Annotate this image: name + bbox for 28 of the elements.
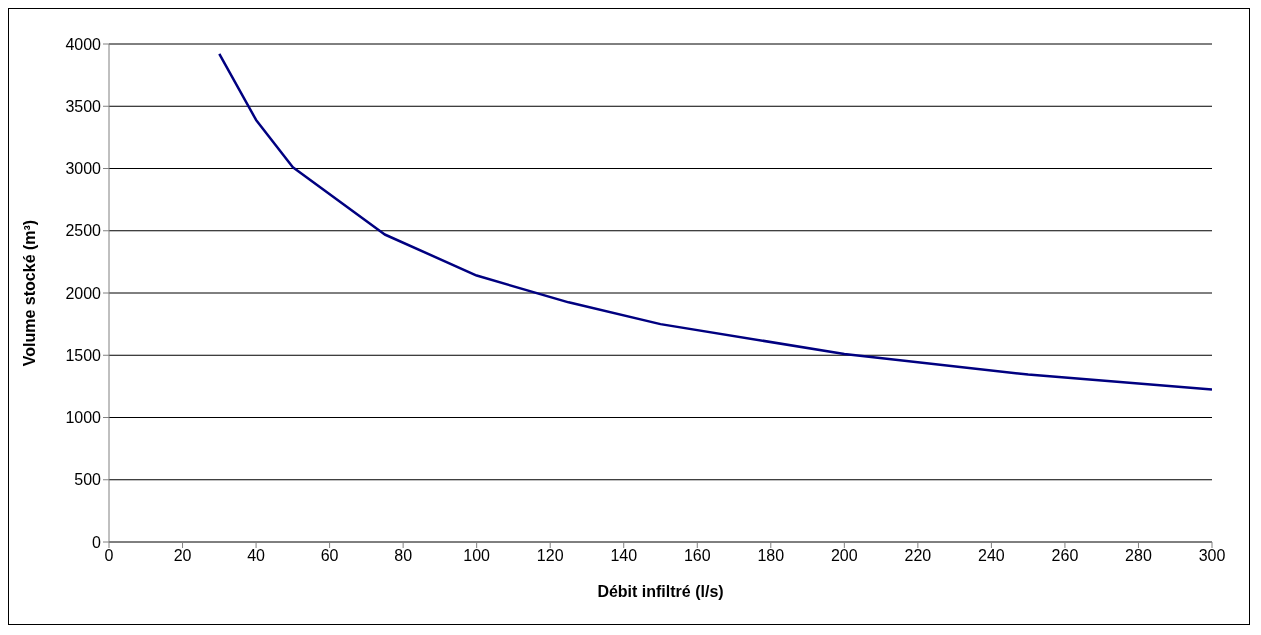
- y-tick-label: 2000: [65, 284, 102, 302]
- x-tick-label: 240: [978, 547, 1005, 565]
- x-tick-label: 80: [394, 547, 413, 565]
- x-tick-label: 280: [1125, 547, 1152, 565]
- x-tick-label: 160: [683, 547, 711, 565]
- line-series: [218, 52, 1212, 391]
- y-tick-label: 3000: [65, 160, 102, 178]
- y-tick-label: 3500: [65, 97, 102, 115]
- x-tick-label: 180: [757, 547, 785, 565]
- y-tick-label: 2500: [65, 222, 102, 240]
- y-axis-title: Volume stocké (m³): [20, 219, 38, 367]
- x-tick-label: 20: [173, 547, 192, 565]
- y-tick-label: 0: [92, 533, 102, 551]
- x-tick-label: 100: [463, 547, 491, 565]
- y-tick-label: 1500: [65, 346, 102, 364]
- y-tick-label: 1000: [65, 409, 102, 427]
- x-tick-label: 200: [830, 547, 858, 565]
- x-axis-title: Débit infiltré (l/s): [597, 583, 724, 600]
- x-tick-label: 300: [1198, 547, 1226, 565]
- x-tick-label: 140: [610, 547, 638, 565]
- x-tick-label: 220: [904, 547, 932, 565]
- x-tick-label: 40: [247, 547, 266, 565]
- x-tick-label: 260: [1051, 547, 1079, 565]
- y-tick-label: 500: [74, 471, 102, 489]
- x-tick-label: 0: [104, 547, 114, 565]
- x-tick-label: 120: [536, 547, 564, 565]
- x-tick-label: 60: [320, 547, 339, 565]
- y-tick-label: 4000: [65, 35, 102, 53]
